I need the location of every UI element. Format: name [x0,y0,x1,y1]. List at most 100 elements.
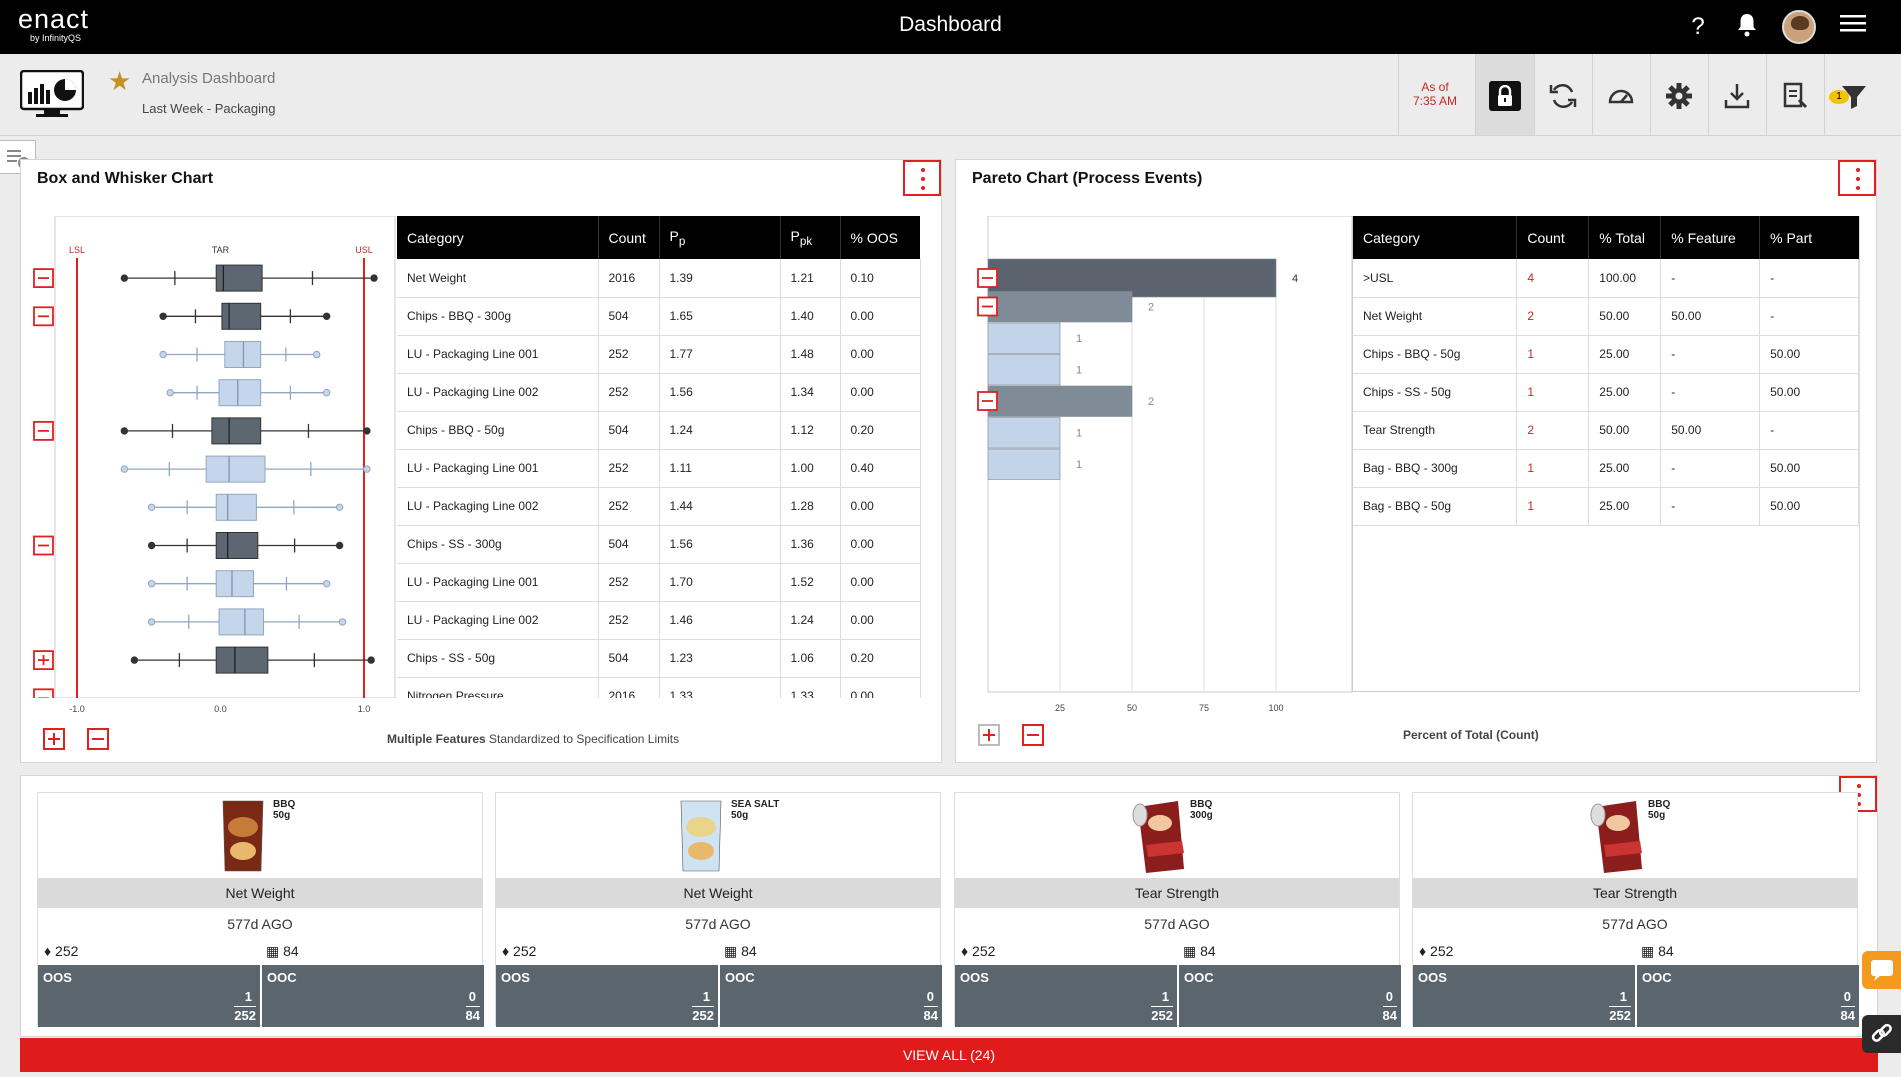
last-event-ago: 577d AGO [1144,916,1210,932]
table-row[interactable]: Tear Strength 2 50.00 50.00- [1353,411,1859,450]
row-collapse-button[interactable] [33,268,54,288]
table-row[interactable]: LU - Packaging Line 001 252 1.70 1.52 0.00 [397,563,921,602]
expand-all-button[interactable] [43,728,65,750]
table-row[interactable]: LU - Packaging Line 002 252 1.44 1.28 0.00 [397,487,921,526]
hamburger-menu-icon[interactable] [1838,12,1868,42]
link-icon[interactable] [1862,1015,1901,1053]
box-whisker-panel: Box and Whisker Chart LSL TAR USL -1.0 0.0 1.… [20,159,942,763]
table-row[interactable]: >USL 4 100.00- - [1353,259,1859,298]
cell-category: Chips - BBQ - 50g [397,411,599,450]
pareto-collapse-all-button[interactable] [1022,724,1044,746]
product-image [1588,797,1648,875]
table-row[interactable]: LU - Packaging Line 001 252 1.77 1.48 0.00 [397,335,921,374]
col-category[interactable]: Category [1353,216,1518,259]
row-collapse-button[interactable] [33,420,54,441]
brand-logo[interactable]: enact by InfinityQS [18,6,89,44]
col-pct-part[interactable]: % Part [1759,216,1859,259]
gauge-icon[interactable] [1605,80,1637,112]
cell-pp: 1.56 [659,525,781,564]
cell-pct-part: 50.00 [1759,373,1859,412]
pareto-menu-button[interactable] [1838,160,1876,196]
table-row[interactable]: Chips - SS - 50g 1 25.00-50.00 [1353,373,1859,412]
col-count[interactable]: Count [598,216,660,259]
table-row[interactable]: Chips - BBQ - 50g 504 1.24 1.12 0.20 [397,411,921,450]
settings-gear-icon[interactable] [1663,80,1695,112]
view-all-button[interactable]: VIEW ALL (24) [20,1038,1878,1072]
as-of-time: 7:35 AM [1412,94,1458,108]
row-collapse-button[interactable] [977,268,998,288]
cell-category: Chips - SS - 300g [397,525,599,564]
lock-button[interactable] [1476,54,1534,135]
table-row[interactable]: LU - Packaging Line 002 252 1.56 1.34 0.00 [397,373,921,412]
cell-pct-feature: - [1660,487,1761,526]
download-icon[interactable] [1721,80,1753,112]
cell-pct-feature: - [1660,259,1761,298]
pareto-bar [987,417,1061,449]
table-row[interactable]: Nitrogen Pressure 2016 1.33 1.33 0.00 [397,677,921,698]
cell-pct-total: 25.00 [1588,487,1662,526]
col-pct-total[interactable]: % Total [1588,216,1662,259]
box-whisker-menu-button[interactable] [903,160,941,196]
collapse-all-button[interactable] [87,728,109,750]
table-row[interactable]: LU - Packaging Line 001 252 1.11 1.00 0.40 [397,449,921,488]
cell-ppk: 1.48 [780,335,841,374]
table-row[interactable]: Chips - SS - 300g 504 1.56 1.36 0.00 [397,525,921,564]
table-row[interactable]: Bag - BBQ - 300g 1 25.00-50.00 [1353,449,1859,488]
table-row[interactable]: LU - Packaging Line 002 252 1.46 1.24 0.00 [397,601,921,640]
table-row[interactable]: Net Weight 2016 1.39 1.21 0.10 [397,259,921,298]
cell-oos: 0.40 [840,449,921,488]
feature-card[interactable]: BBQ 50g Tear Strength 577d AGO ♦ 252 ▦ 84 OOS 1… [1412,792,1859,1027]
feature-card[interactable]: BBQ 50g Net Weight 577d AGO ♦ 252 ▦ 84 OOS 1 252… [37,792,484,1027]
cell-pp: 1.23 [659,639,781,678]
caption-bold: Multiple Features [387,732,486,746]
table-row[interactable]: Chips - BBQ - 300g 504 1.65 1.40 0.00 [397,297,921,336]
product-image [671,797,731,875]
cell-count: 252 [598,335,660,374]
caption-rest: Standardized to Specification Limits [489,732,680,746]
cell-category: Chips - BBQ - 50g [1353,335,1518,374]
cell-pct-total: 100.00 [1588,259,1662,298]
oos-stat: OOS 1 252 [1413,965,1635,1027]
feature-card[interactable]: BBQ 300g Tear Strength 577d AGO ♦ 252 ▦ 84 OOS… [954,792,1401,1027]
side-panel-toggle[interactable] [0,140,36,174]
col-ppk[interactable]: Ppk [780,216,841,259]
row-collapse-button[interactable] [977,391,998,411]
puzzle-group-icon: ▦ [266,943,280,959]
filter-icon[interactable] [1838,80,1870,112]
col-oos[interactable]: % OOS [840,216,920,259]
ooc-stat: OOC 0 84 [720,965,942,1027]
refresh-icon[interactable] [1547,80,1579,112]
chat-icon[interactable] [1862,951,1901,989]
col-count[interactable]: Count [1516,216,1590,259]
table-row[interactable]: Bag - BBQ - 50g 1 25.00-50.00 [1353,487,1859,526]
dashboard-monitor-icon [19,69,85,118]
cell-pp: 1.70 [659,563,781,602]
table-row[interactable]: Chips - BBQ - 50g 1 25.00-50.00 [1353,335,1859,374]
row-collapse-button[interactable] [33,535,54,556]
cell-pp: 1.56 [659,373,781,412]
row-collapse-button[interactable] [33,306,54,327]
table-row[interactable]: Net Weight 2 50.00 50.00- [1353,297,1859,336]
cell-category: Chips - SS - 50g [1353,373,1518,412]
product-image [1130,797,1190,875]
favorite-star-icon[interactable]: ★ [108,66,132,96]
col-category[interactable]: Category [397,216,599,259]
box-mark [147,608,347,636]
bell-icon[interactable] [1732,12,1762,42]
pareto-expand-all-button[interactable] [978,724,1000,746]
row-expand-button[interactable] [33,650,54,671]
cell-ppk: 1.40 [780,297,841,336]
cell-category: LU - Packaging Line 001 [397,563,599,602]
feature-card[interactable]: SEA SALT 50g Net Weight 577d AGO ♦ 252 ▦ 84 OO… [495,792,942,1027]
axis-band [21,698,397,716]
table-row[interactable]: Chips - SS - 50g 504 1.23 1.06 0.20 [397,639,921,678]
user-avatar[interactable] [1782,10,1816,44]
cell-pct-total: 50.00 [1588,411,1662,450]
report-icon[interactable] [1779,80,1811,112]
box-whisker-table-clip: Category Count Pp Ppk % OOS Net Weight 20… [397,216,945,698]
help-icon[interactable]: ? [1691,13,1705,40]
row-collapse-button[interactable] [977,296,998,317]
col-pct-feature[interactable]: % Feature [1660,216,1761,259]
col-pp[interactable]: Pp [659,216,781,259]
bar-count-label: 1 [1076,365,1082,377]
